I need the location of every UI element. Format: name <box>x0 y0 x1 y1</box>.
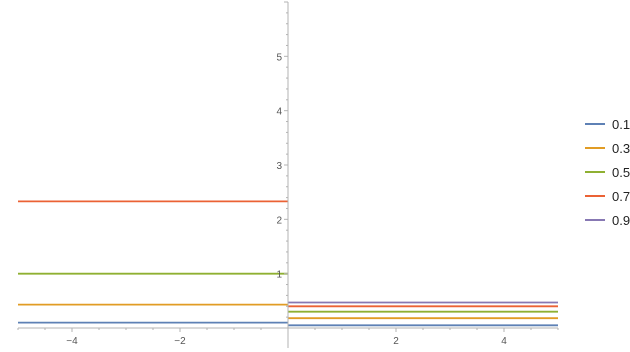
axes: −4 −2 2 4 1 2 3 4 5 <box>17 1 559 348</box>
legend-item: 0.7 <box>585 189 630 204</box>
legend-item: 0.1 <box>585 117 630 132</box>
series-0.1 <box>18 321 558 327</box>
legend-label: 0.5 <box>612 165 630 180</box>
x-tick-label: −4 <box>66 336 78 347</box>
legend-label: 0.9 <box>612 213 630 228</box>
y-tick-label: 3 <box>276 161 282 172</box>
y-tick-label: 1 <box>276 270 282 281</box>
legend-item: 0.5 <box>585 165 630 180</box>
x-tick-label: 2 <box>393 336 399 347</box>
y-tick-label: 4 <box>276 107 282 118</box>
x-tick-label: −2 <box>174 336 186 347</box>
series-0.5 <box>18 272 558 313</box>
series-0.7 <box>18 200 558 308</box>
y-tick-label: 5 <box>276 52 282 63</box>
legend: 0.1 0.3 0.5 0.7 0.9 <box>585 117 630 228</box>
legend-label: 0.3 <box>612 141 630 156</box>
legend-item: 0.9 <box>585 213 630 228</box>
y-tick-label: 2 <box>276 215 282 226</box>
legend-label: 0.7 <box>612 189 630 204</box>
x-tick-label: 4 <box>501 336 507 347</box>
plot-area <box>18 200 558 327</box>
series-0.3 <box>18 303 558 320</box>
legend-item: 0.3 <box>585 141 630 156</box>
legend-label: 0.1 <box>612 117 630 132</box>
